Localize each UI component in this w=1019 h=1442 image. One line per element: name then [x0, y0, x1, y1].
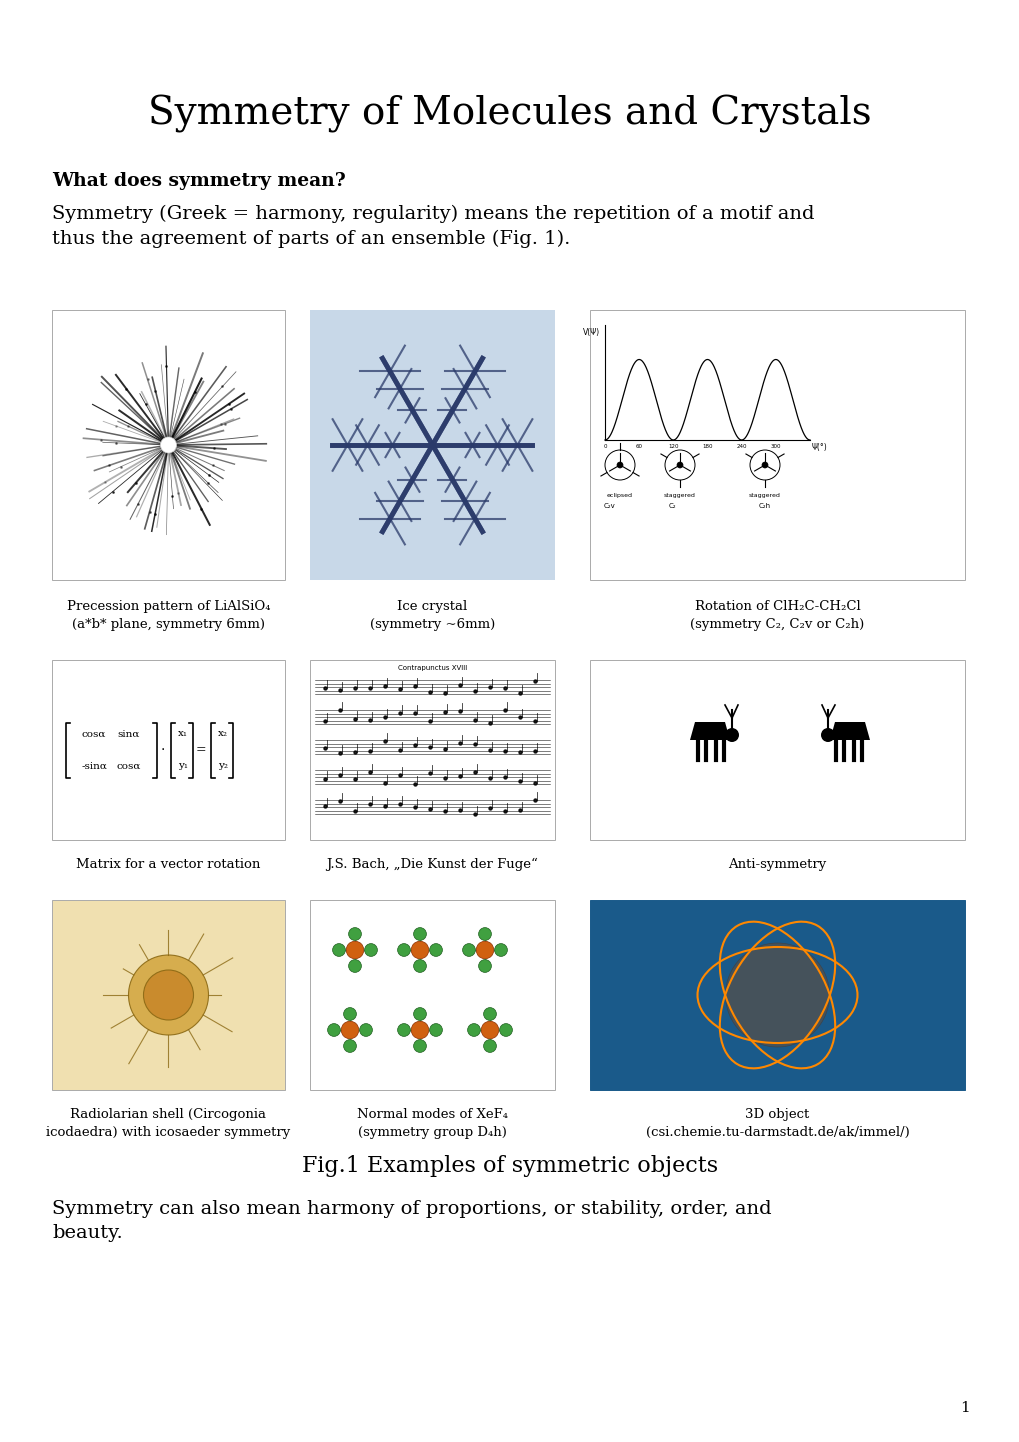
Text: sinα: sinα	[117, 730, 140, 738]
Text: C₂h: C₂h	[758, 503, 770, 509]
Text: Symmetry (Greek = harmony, regularity) means the repetition of a motif and
thus : Symmetry (Greek = harmony, regularity) m…	[52, 205, 814, 248]
Polygon shape	[689, 722, 730, 740]
Circle shape	[341, 1021, 359, 1038]
Text: C₂: C₂	[667, 503, 676, 509]
Circle shape	[467, 1024, 480, 1037]
Circle shape	[345, 942, 364, 959]
Circle shape	[413, 1008, 426, 1021]
Text: Matrix for a vector rotation: Matrix for a vector rotation	[76, 858, 261, 871]
Text: What does symmetry mean?: What does symmetry mean?	[52, 172, 345, 190]
Text: Contrapunctus XVIII: Contrapunctus XVIII	[397, 665, 467, 671]
Text: Ψ(°): Ψ(°)	[811, 443, 827, 451]
Text: 3D object
(csi.chemie.tu-darmstadt.de/ak/immel/): 3D object (csi.chemie.tu-darmstadt.de/ak…	[645, 1107, 909, 1139]
Circle shape	[411, 1021, 428, 1038]
Text: Symmetry of Molecules and Crystals: Symmetry of Molecules and Crystals	[148, 95, 871, 133]
Text: Ice crystal
(symmetry ~6mm): Ice crystal (symmetry ~6mm)	[370, 600, 494, 632]
Text: J.S. Bach, „Die Kunst der Fuge“: J.S. Bach, „Die Kunst der Fuge“	[326, 858, 538, 871]
Circle shape	[483, 1008, 496, 1021]
Circle shape	[128, 955, 208, 1035]
Text: y₂: y₂	[218, 761, 228, 770]
Circle shape	[343, 1008, 356, 1021]
Text: cosα: cosα	[82, 730, 106, 738]
Text: 1: 1	[959, 1402, 969, 1415]
Circle shape	[343, 1040, 356, 1053]
Circle shape	[429, 1024, 442, 1037]
Circle shape	[463, 943, 475, 956]
Text: y₁: y₁	[178, 761, 187, 770]
Circle shape	[332, 943, 345, 956]
Text: Symmetry can also mean harmony of proportions, or stability, order, and
beauty.: Symmetry can also mean harmony of propor…	[52, 1200, 770, 1243]
Text: 300: 300	[769, 444, 781, 448]
Text: staggered: staggered	[748, 493, 781, 497]
Circle shape	[348, 927, 361, 940]
Text: Anti-symmetry: Anti-symmetry	[728, 858, 825, 871]
Text: 0: 0	[602, 444, 606, 448]
Circle shape	[494, 943, 506, 956]
Circle shape	[725, 728, 739, 743]
Bar	[52, 900, 284, 1090]
Circle shape	[677, 461, 683, 469]
Circle shape	[725, 943, 828, 1047]
Bar	[310, 900, 554, 1090]
Text: =: =	[196, 744, 206, 757]
Circle shape	[364, 943, 377, 956]
Bar	[310, 310, 554, 580]
Bar	[310, 660, 554, 841]
Text: V(Ψ): V(Ψ)	[582, 327, 599, 337]
Text: 120: 120	[667, 444, 678, 448]
Circle shape	[616, 461, 623, 469]
Text: C₂v: C₂v	[603, 503, 615, 509]
Bar	[589, 660, 964, 841]
Text: x₂: x₂	[218, 730, 228, 738]
Text: staggered: staggered	[663, 493, 695, 497]
Bar	[52, 660, 284, 841]
Circle shape	[144, 970, 194, 1019]
Text: -sinα: -sinα	[82, 761, 108, 770]
Text: Fig.1 Examples of symmetric objects: Fig.1 Examples of symmetric objects	[302, 1155, 717, 1177]
Polygon shape	[829, 722, 869, 740]
Circle shape	[397, 1024, 410, 1037]
Text: eclipsed: eclipsed	[606, 493, 633, 497]
Circle shape	[160, 437, 176, 453]
Circle shape	[348, 959, 361, 972]
Text: Normal modes of XeF₄
(symmetry group D₄h): Normal modes of XeF₄ (symmetry group D₄h…	[357, 1107, 507, 1139]
Circle shape	[397, 943, 410, 956]
Text: 240: 240	[736, 444, 746, 448]
Text: ·: ·	[161, 743, 165, 757]
Circle shape	[478, 959, 491, 972]
Bar	[52, 310, 284, 580]
Circle shape	[820, 728, 835, 743]
Circle shape	[429, 943, 442, 956]
Circle shape	[483, 1040, 496, 1053]
Circle shape	[413, 959, 426, 972]
Bar	[589, 900, 964, 1090]
Circle shape	[413, 927, 426, 940]
Text: 60: 60	[635, 444, 642, 448]
Circle shape	[360, 1024, 372, 1037]
Text: Radiolarian shell (Circogonia
icodaedra) with icosaeder symmetry: Radiolarian shell (Circogonia icodaedra)…	[46, 1107, 290, 1139]
Circle shape	[327, 1024, 340, 1037]
Text: Rotation of ClH₂C-CH₂Cl
(symmetry C₂, C₂v or C₂h): Rotation of ClH₂C-CH₂Cl (symmetry C₂, C₂…	[690, 600, 864, 632]
Circle shape	[411, 942, 428, 959]
Circle shape	[478, 927, 491, 940]
Circle shape	[413, 1040, 426, 1053]
Text: cosα: cosα	[117, 761, 142, 770]
Circle shape	[499, 1024, 512, 1037]
Text: 180: 180	[701, 444, 712, 448]
Circle shape	[476, 942, 493, 959]
Circle shape	[761, 461, 767, 469]
Bar	[589, 310, 964, 580]
Circle shape	[481, 1021, 498, 1038]
Text: Precession pattern of LiAlSiO₄
(a*b* plane, symmetry 6mm): Precession pattern of LiAlSiO₄ (a*b* pla…	[66, 600, 270, 632]
Text: x₁: x₁	[178, 730, 187, 738]
